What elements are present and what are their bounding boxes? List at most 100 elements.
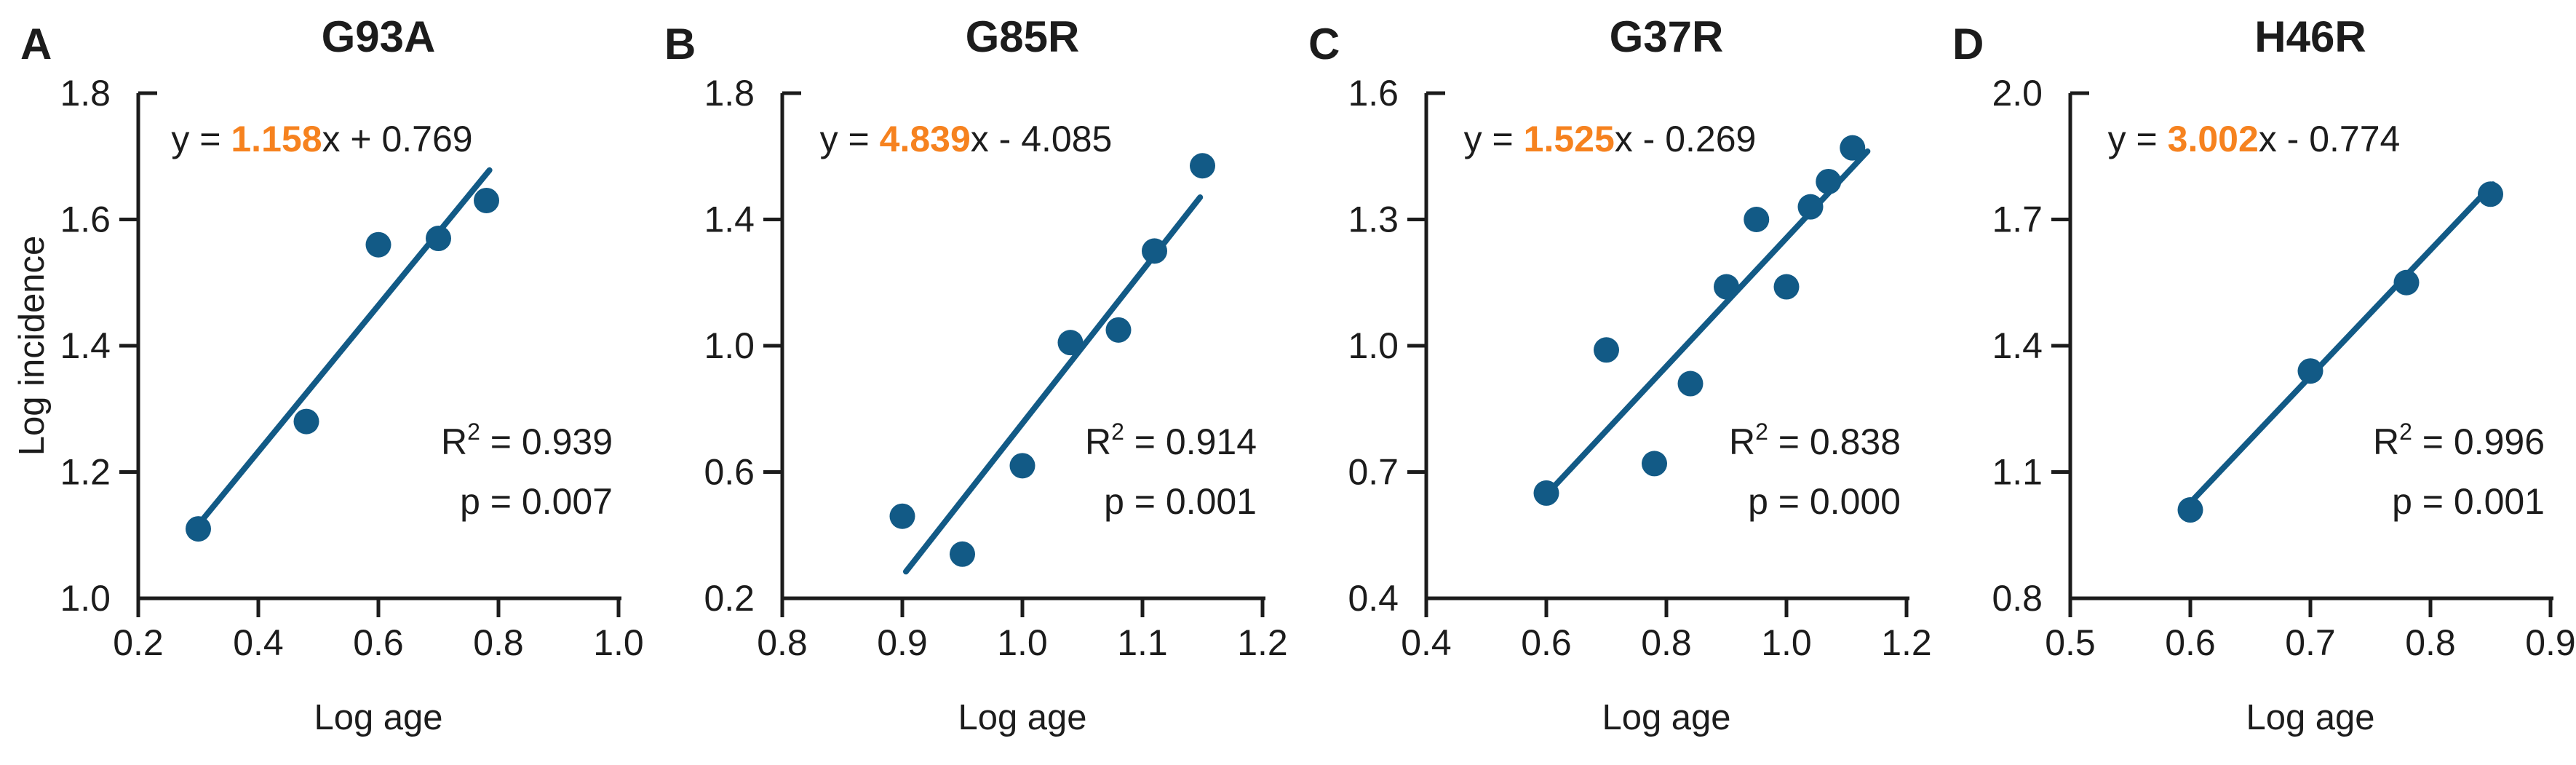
y-tick-label: 1.0 — [704, 325, 755, 366]
equation-slope: 1.158 — [231, 119, 322, 159]
equation-slope: 1.525 — [1523, 119, 1615, 159]
data-point — [426, 226, 451, 252]
data-point — [1533, 480, 1559, 506]
data-point — [1009, 453, 1035, 479]
panel-letter-d: D — [1952, 20, 1984, 68]
y-tick-label: 1.8 — [60, 73, 111, 114]
y-tick-label: 2.0 — [1992, 73, 2043, 114]
data-point — [1677, 370, 1704, 397]
y-tick-label: 1.1 — [1992, 452, 2043, 493]
equation-suffix: x + 0.769 — [322, 119, 473, 159]
equation-prefix: y = — [2107, 119, 2168, 159]
y-axis-label: Log incidence — [12, 235, 52, 456]
equation-suffix: x - 4.085 — [970, 119, 1113, 159]
data-point — [1190, 153, 1215, 179]
equation-prefix: y = — [1463, 119, 1524, 159]
x-tick-label: 0.8 — [757, 622, 808, 663]
panel-title-g37r: G37R — [1609, 12, 1724, 61]
y-tick-label: 0.6 — [704, 452, 755, 493]
y-tick-label: 1.4 — [704, 199, 755, 240]
equation-prefix: y = — [171, 119, 231, 159]
x-tick-label: 1.2 — [1881, 622, 1932, 663]
y-tick-label: 1.8 — [704, 73, 755, 114]
panel-title-g93a: G93A — [321, 12, 436, 61]
x-tick-label: 0.6 — [353, 622, 404, 663]
p-value-text: p = 0.000 — [1748, 481, 1901, 522]
x-tick-label: 1.0 — [997, 622, 1048, 663]
y-tick-label: 1.4 — [1992, 325, 2043, 366]
data-point — [1773, 274, 1800, 300]
x-axis-label: Log age — [1602, 698, 1730, 737]
y-tick-label: 0.8 — [1992, 578, 2043, 619]
x-tick-label: 0.6 — [1521, 622, 1572, 663]
y-tick-label: 1.6 — [1348, 73, 1399, 114]
data-point — [1840, 135, 1866, 161]
data-point — [186, 516, 211, 542]
x-tick-label: 0.4 — [233, 622, 284, 663]
x-tick-label: 0.2 — [113, 622, 164, 663]
y-tick-label: 0.2 — [704, 578, 755, 619]
x-tick-label: 0.9 — [2525, 622, 2576, 663]
y-tick-label: 0.4 — [1348, 578, 1399, 619]
trend-line — [2190, 181, 2496, 502]
x-tick-label: 1.1 — [1117, 622, 1168, 663]
x-tick-label: 0.6 — [2165, 622, 2216, 663]
data-point — [1816, 168, 1842, 194]
r-squared-text: R2 = 0.939 — [441, 419, 613, 462]
regression-equation-g93a: y = 1.158x + 0.769 — [0, 118, 644, 160]
scatter-chart-g85r: 0.2 0.6 1.0 1.4 1.8 0.8 0.9 1.0 1.1 1.2 R2 = 0.914… — [704, 73, 1288, 737]
data-point — [474, 187, 499, 213]
x-tick-label: 1.0 — [1761, 622, 1812, 663]
x-tick-label: 1.2 — [1237, 622, 1288, 663]
panel-h46r: D H46R y = 3.002x - 0.774 0.8 1.1 1.4 1.7 2.… — [1932, 0, 2576, 765]
x-tick-label: 0.7 — [2285, 622, 2336, 663]
trend-line — [195, 167, 493, 528]
regression-equation-g37r: y = 1.525x - 0.269 — [1288, 118, 1932, 160]
panel-title-g85r: G85R — [965, 12, 1080, 61]
y-tick-label: 1.3 — [1348, 199, 1399, 240]
panel-g85r: B G85R y = 4.839x - 4.085 0.2 0.6 1.0 1.4 1.… — [644, 0, 1288, 765]
x-tick-label: 0.8 — [2405, 622, 2456, 663]
data-point — [950, 541, 975, 567]
r-squared-text: R2 = 0.996 — [2373, 419, 2545, 462]
y-tick-label: 1.4 — [60, 325, 111, 366]
scatter-chart-g37r: 0.4 0.7 1.0 1.3 1.6 0.4 0.6 0.8 1.0 1.2 R2 = 0.838… — [1348, 73, 1932, 737]
p-value-text: p = 0.007 — [460, 481, 613, 522]
x-axis-label: Log age — [958, 698, 1086, 737]
data-point — [365, 231, 391, 258]
equation-suffix: x - 0.269 — [1614, 119, 1757, 159]
data-point — [1057, 330, 1084, 356]
panel-letter-c: C — [1308, 20, 1340, 68]
panel-letter-a: A — [20, 20, 52, 68]
panel-title-h46r: H46R — [2254, 12, 2366, 61]
panel-g93a: A G93A y = 1.158x + 0.769 Log incidence … — [0, 0, 644, 765]
y-tick-label: 1.0 — [60, 578, 111, 619]
scatter-chart-g93a: 1.0 1.2 1.4 1.6 1.8 0.2 0.4 0.6 0.8 1.0 R2 = 0.939… — [60, 73, 644, 737]
x-tick-label: 1.0 — [593, 622, 644, 663]
data-point — [2478, 181, 2503, 207]
equation-suffix: x - 0.774 — [2258, 119, 2401, 159]
data-point — [1797, 194, 1824, 220]
data-point — [293, 408, 319, 435]
x-tick-label: 0.5 — [2045, 622, 2096, 663]
x-tick-label: 0.4 — [1401, 622, 1452, 663]
equation-slope: 3.002 — [2167, 119, 2259, 159]
regression-equation-g85r: y = 4.839x - 4.085 — [644, 118, 1288, 160]
data-point — [1744, 207, 1770, 232]
x-tick-label: 0.8 — [1641, 622, 1692, 663]
data-point — [1105, 317, 1132, 343]
regression-equation-h46r: y = 3.002x - 0.774 — [1932, 118, 2576, 160]
x-tick-label: 0.9 — [877, 622, 928, 663]
data-point — [889, 503, 915, 529]
data-point — [1714, 274, 1739, 300]
y-tick-label: 0.7 — [1348, 452, 1399, 493]
data-point — [2177, 497, 2203, 523]
y-tick-label: 1.0 — [1348, 325, 1399, 366]
y-tick-label: 1.7 — [1992, 199, 2043, 240]
x-tick-label: 0.8 — [473, 622, 524, 663]
equation-slope: 4.839 — [879, 119, 971, 159]
r-squared-text: R2 = 0.914 — [1085, 419, 1257, 462]
r-squared-text: R2 = 0.838 — [1729, 419, 1901, 462]
panel-g37r: C G37R y = 1.525x - 0.269 0.4 0.7 1.0 1.3 1.… — [1288, 0, 1932, 765]
